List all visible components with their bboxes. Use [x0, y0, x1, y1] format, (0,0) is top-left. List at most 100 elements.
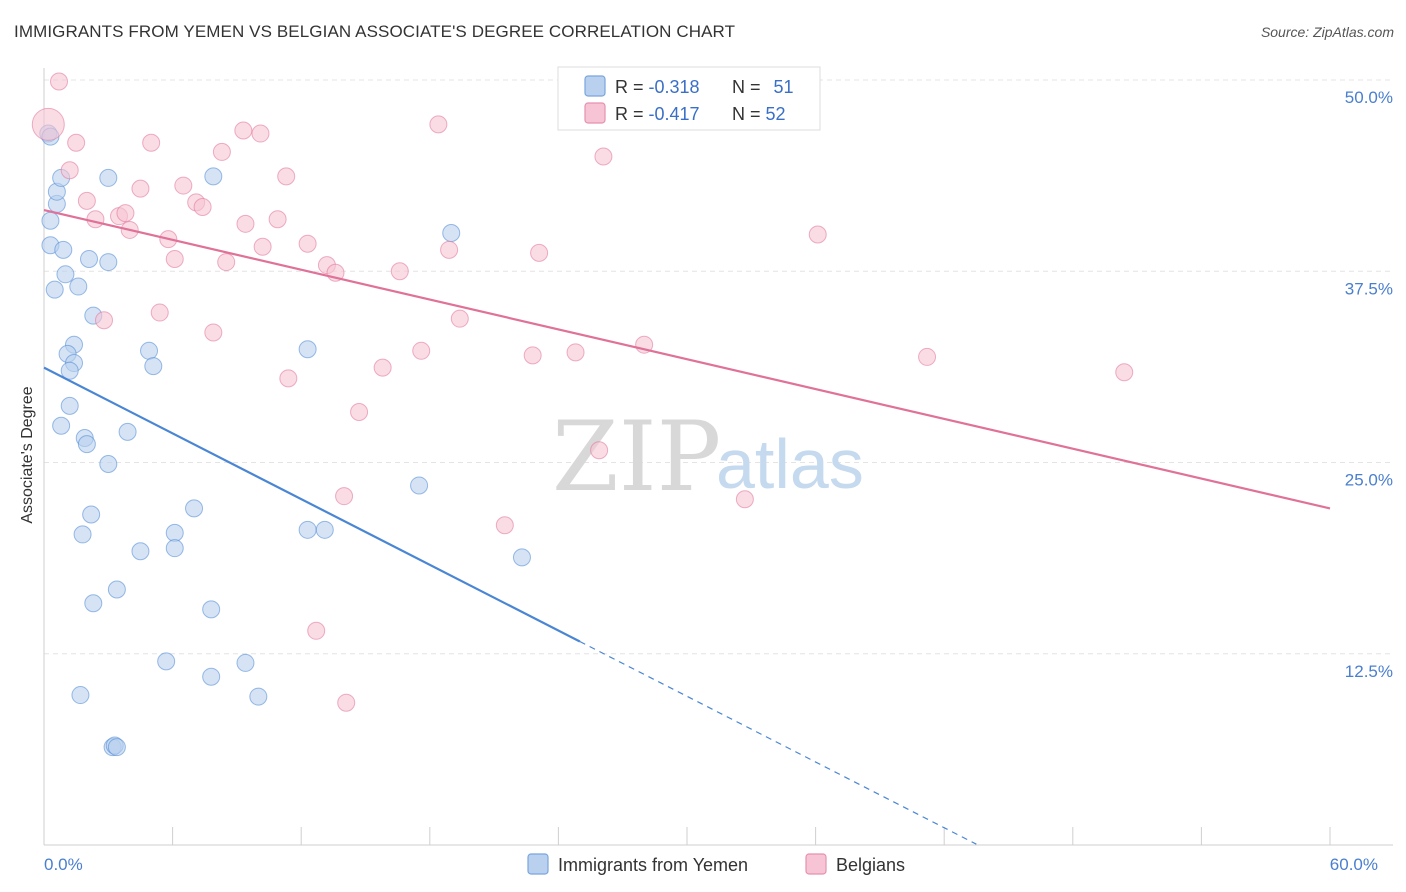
point-belgians	[735, 490, 754, 509]
trend-extension-yemen	[579, 640, 977, 845]
legend-row-belgians: R = -0.417	[615, 104, 700, 124]
point-yemen	[41, 211, 60, 230]
point-yemen	[118, 422, 137, 441]
point-yemen	[69, 277, 88, 296]
legend-n-value: 51	[774, 77, 794, 97]
point-yemen	[56, 265, 75, 284]
watermark-zip: ZIP	[552, 401, 721, 513]
point-belgians	[279, 369, 298, 388]
point-belgians	[350, 403, 369, 422]
point-belgians	[212, 142, 231, 161]
point-yemen	[202, 667, 221, 686]
point-yemen	[54, 240, 73, 259]
point-belgians	[530, 243, 549, 262]
x-tick-label: 0.0%	[44, 855, 83, 874]
point-belgians	[234, 121, 253, 140]
point-belgians	[50, 72, 69, 91]
point-belgians	[253, 237, 272, 256]
series-swatch-yemen	[527, 853, 549, 875]
data-points	[31, 72, 1134, 757]
point-belgians	[31, 107, 65, 141]
legend-n-yemen: N = 51	[732, 77, 794, 97]
point-yemen	[298, 340, 317, 359]
legend-r-value: -0.417	[649, 104, 700, 124]
axes	[43, 68, 1393, 846]
trend-line-yemen	[43, 366, 581, 643]
point-yemen	[298, 520, 317, 539]
point-belgians	[337, 693, 356, 712]
point-yemen	[140, 341, 159, 360]
point-yemen	[202, 600, 221, 619]
point-belgians	[298, 234, 317, 253]
point-belgians	[277, 167, 296, 186]
point-belgians	[440, 240, 459, 259]
point-yemen	[71, 686, 90, 705]
point-yemen	[249, 687, 268, 706]
point-yemen	[77, 435, 96, 454]
legend-row-yemen: R = -0.318	[615, 77, 700, 97]
point-yemen	[99, 253, 118, 272]
legend-swatch-belgians	[584, 102, 606, 124]
point-belgians	[373, 358, 392, 377]
point-yemen	[165, 539, 184, 558]
legend-r-label: R =	[615, 77, 649, 97]
legend-n-belgians: N = 52	[732, 104, 786, 124]
point-belgians	[590, 441, 609, 460]
point-yemen	[99, 168, 118, 187]
point-yemen	[82, 505, 101, 524]
point-belgians	[268, 210, 287, 229]
point-yemen	[442, 224, 461, 242]
point-belgians	[150, 303, 169, 322]
series-label-yemen: Immigrants from Yemen	[558, 855, 748, 875]
y-tick-label: 50.0%	[1345, 88, 1393, 107]
point-belgians	[566, 343, 585, 362]
point-yemen	[99, 455, 118, 474]
point-belgians	[77, 191, 96, 210]
tick-labels: 12.5% 25.0% 37.5% 50.0% 0.0% 60.0%	[44, 88, 1393, 874]
legend-r-value: -0.318	[649, 77, 700, 97]
legend-r-label: R =	[615, 104, 649, 124]
point-yemen	[236, 653, 255, 672]
trend-lines	[43, 208, 1331, 845]
y-tick-label: 12.5%	[1345, 662, 1393, 681]
point-belgians	[86, 210, 105, 229]
point-belgians	[116, 204, 135, 223]
y-tick-label: 25.0%	[1345, 471, 1393, 490]
point-belgians	[808, 225, 827, 244]
point-belgians	[204, 323, 223, 342]
point-belgians	[523, 346, 542, 365]
point-belgians	[918, 347, 937, 366]
point-belgians	[251, 124, 270, 143]
point-belgians	[142, 133, 161, 152]
point-yemen	[204, 167, 223, 186]
point-belgians	[1115, 363, 1134, 382]
point-belgians	[450, 309, 469, 328]
point-belgians	[495, 516, 514, 535]
point-belgians	[335, 487, 354, 506]
point-yemen	[107, 738, 126, 757]
point-belgians	[165, 250, 184, 269]
legend-n-value: 52	[766, 104, 786, 124]
point-belgians	[217, 253, 236, 272]
point-belgians	[131, 179, 150, 198]
legend-n-label: N =	[732, 77, 766, 97]
chart-title: IMMIGRANTS FROM YEMEN VS BELGIAN ASSOCIA…	[14, 22, 736, 41]
point-belgians	[429, 115, 448, 134]
point-yemen	[165, 523, 184, 542]
point-yemen	[315, 520, 334, 539]
point-belgians	[174, 176, 193, 195]
series-legend: Immigrants from Yemen Belgians	[527, 853, 905, 875]
point-belgians	[390, 262, 409, 281]
point-belgians	[307, 621, 326, 640]
legend-swatch-yemen	[584, 75, 606, 97]
point-yemen	[52, 416, 71, 435]
point-yemen	[60, 396, 79, 415]
point-yemen	[185, 499, 204, 518]
stats-legend: R = -0.318 N = 51 R = -0.417 N = 52	[557, 66, 821, 131]
watermark-atlas: atlas	[716, 425, 864, 503]
watermark: ZIP atlas	[552, 401, 864, 513]
point-yemen	[131, 542, 150, 561]
series-label-belgians: Belgians	[836, 855, 905, 875]
point-yemen	[84, 594, 103, 613]
source-label: Source: ZipAtlas.com	[1260, 24, 1394, 40]
